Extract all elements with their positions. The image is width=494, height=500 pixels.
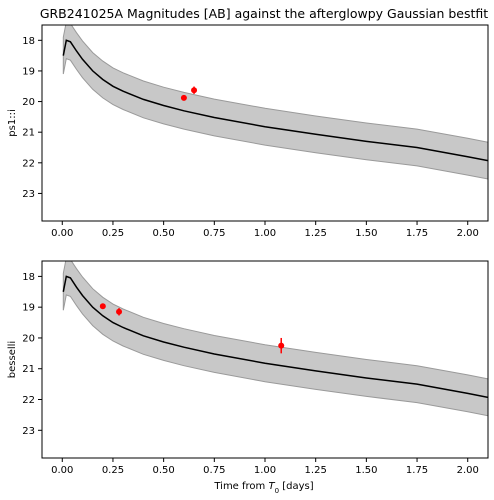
y-tick-label: 20 bbox=[22, 97, 35, 108]
x-tick-label: 0.50 bbox=[153, 465, 175, 476]
x-tick-label: 1.75 bbox=[406, 465, 428, 476]
model-bestfit-line bbox=[62, 39, 488, 162]
y-tick-label: 22 bbox=[22, 395, 35, 406]
model-bestfit-line bbox=[62, 275, 488, 399]
y-tick-label: 22 bbox=[22, 158, 35, 169]
y-axis-label: ps1::i bbox=[7, 109, 18, 136]
y-tick-label: 23 bbox=[22, 426, 35, 437]
data-point bbox=[278, 342, 285, 349]
data-point bbox=[99, 303, 106, 310]
x-tick-label: 1.00 bbox=[254, 228, 276, 239]
x-tick-label: 1.50 bbox=[355, 228, 377, 239]
model-confidence-band bbox=[62, 25, 488, 180]
y-tick-label: 21 bbox=[22, 128, 35, 139]
panel-top: 18 19 20 21 22 23 0.00 0.25 0.50 0.75 1.00 1.25 1.50… bbox=[7, 24, 489, 239]
y-tick-label: 18 bbox=[22, 272, 35, 283]
plot-area bbox=[62, 261, 488, 417]
x-tick-label: 0.75 bbox=[203, 228, 225, 239]
x-tick-label: 0.00 bbox=[51, 228, 73, 239]
y-axis-label: besselli bbox=[7, 341, 18, 378]
x-tick-label: 1.25 bbox=[305, 465, 327, 476]
x-axis-label: Time from T0 [days] bbox=[213, 481, 313, 495]
plot-area bbox=[62, 25, 488, 180]
x-tick-label: 0.00 bbox=[51, 465, 73, 476]
data-point bbox=[191, 87, 198, 94]
panel-bottom: 18 19 20 21 22 23 0.00 0.25 0.50 0.75 1.00 1.25 1.50… bbox=[7, 260, 489, 476]
figure-title: GRB241025A Magnitudes [AB] against the a… bbox=[40, 6, 488, 21]
x-tick-label: 1.75 bbox=[406, 228, 428, 239]
y-tick-label: 18 bbox=[22, 36, 35, 47]
x-tick-label: 0.25 bbox=[102, 465, 124, 476]
y-tick-label: 19 bbox=[22, 303, 35, 314]
x-tick-label: 2.00 bbox=[457, 465, 479, 476]
x-tick-label: 0.25 bbox=[102, 228, 124, 239]
x-tick-label: 0.50 bbox=[153, 228, 175, 239]
model-confidence-band bbox=[62, 261, 488, 417]
x-tick-label: 1.50 bbox=[355, 465, 377, 476]
x-tick-label: 0.75 bbox=[203, 465, 225, 476]
x-tick-label: 2.00 bbox=[457, 228, 479, 239]
y-tick-label: 21 bbox=[22, 364, 35, 375]
data-point bbox=[180, 94, 187, 101]
y-tick-label: 23 bbox=[22, 189, 35, 200]
y-tick-label: 19 bbox=[22, 66, 35, 77]
data-point bbox=[116, 308, 123, 315]
x-tick-label: 1.00 bbox=[254, 465, 276, 476]
y-tick-label: 20 bbox=[22, 333, 35, 344]
x-tick-label: 1.25 bbox=[305, 228, 327, 239]
